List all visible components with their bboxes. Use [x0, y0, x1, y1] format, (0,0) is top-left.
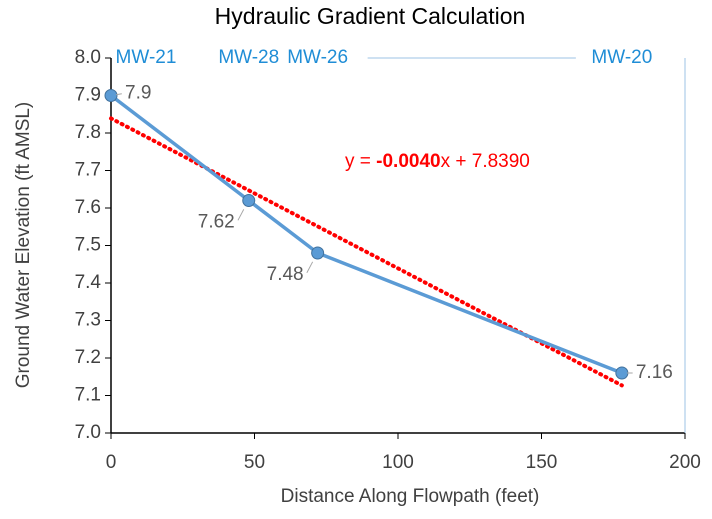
y-tick-label: 7.1 [75, 385, 101, 406]
y-tick-label: 7.8 [75, 122, 101, 143]
well-label: MW-21 [116, 47, 177, 68]
eq-part: x + 7.8390 [441, 151, 530, 172]
data-label: 7.62 [198, 212, 235, 233]
x-tick-label: 100 [382, 452, 414, 473]
eq-part: y = [345, 151, 376, 172]
y-tick-label: 7.2 [75, 347, 101, 368]
marker [104, 89, 118, 102]
y-axis-label: Ground Water Elevation (ft AMSL) [13, 102, 34, 389]
marker [311, 246, 325, 260]
label-leader [237, 209, 245, 221]
x-tick-label: 150 [526, 452, 558, 473]
eq-slope: -0.0040 [376, 151, 440, 172]
trendline-equation: y = -0.0040x + 7.8390 [345, 151, 530, 172]
chart-title: Hydraulic Gradient Calculation [215, 3, 526, 29]
well-label: MW-26 [287, 47, 348, 68]
y-tick-label: 8.0 [75, 47, 101, 68]
marker [615, 366, 629, 380]
well-label: MW-20 [591, 47, 652, 68]
data-label: 7.9 [125, 83, 151, 104]
well-label: MW-28 [218, 47, 279, 68]
x-tick-label: 200 [669, 452, 701, 473]
y-tick-label: 7.4 [75, 272, 102, 293]
x-tick-label: 50 [244, 452, 265, 473]
label-leader [115, 93, 122, 96]
y-tick-label: 7.0 [75, 422, 101, 443]
y-tick-label: 7.7 [75, 160, 101, 181]
y-tick-label: 7.5 [75, 235, 101, 256]
data-label: 7.48 [267, 264, 304, 285]
x-axis-label: Distance Along Flowpath (feet) [281, 486, 540, 507]
marker [242, 194, 256, 207]
series-line [109, 94, 623, 375]
x-tick-label: 0 [106, 452, 117, 473]
data-label: 7.16 [636, 362, 673, 383]
y-tick-label: 7.6 [75, 197, 101, 218]
y-tick-label: 7.9 [75, 85, 101, 106]
label-leader [306, 261, 314, 274]
y-tick-label: 7.3 [75, 310, 101, 331]
